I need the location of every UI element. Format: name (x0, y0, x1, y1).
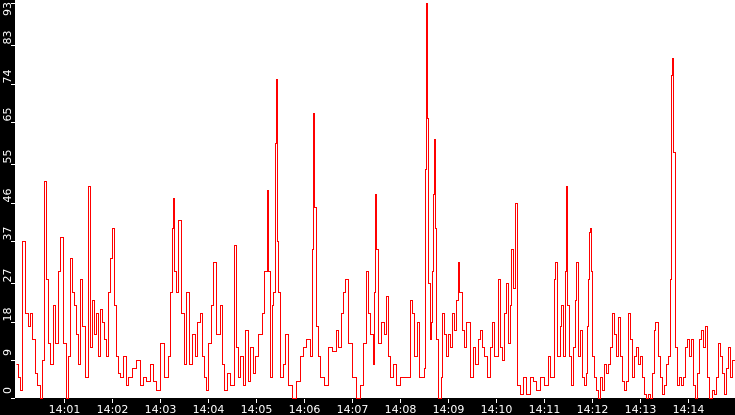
x-tick-label: 14:11 (529, 403, 561, 415)
x-tick-label: 14:08 (385, 403, 417, 415)
x-tick-label: 14:02 (97, 403, 129, 415)
x-tick-label: 14:04 (193, 403, 225, 415)
y-tick-label: 65 (1, 108, 14, 122)
x-tick-label: 14:14 (673, 403, 705, 415)
x-tick-label: 14:05 (241, 403, 273, 415)
x-tick-label: 14:01 (49, 403, 81, 415)
series-line (16, 3, 735, 399)
y-tick-label: 93 (1, 2, 14, 16)
y-tick-label: 0 (1, 387, 14, 394)
x-axis: 14:01 14:02 14:03 14:04 14:05 14:06 14:07 14:08… (15, 398, 735, 415)
y-tick-label: 46 (1, 189, 14, 203)
y-tick-label: 9 (1, 349, 14, 356)
y-tick-label: 55 (1, 150, 14, 164)
y-tick-label: 27 (1, 269, 14, 283)
x-tick-label: 14:07 (337, 403, 369, 415)
x-tick-label: 14:03 (145, 403, 177, 415)
y-tick-label: 83 (1, 31, 14, 45)
x-tick-label: 14:06 (289, 403, 321, 415)
x-tick-label: 14:12 (577, 403, 609, 415)
y-tick-label: 18 (1, 308, 14, 322)
x-tick-label: 14:09 (433, 403, 465, 415)
x-tick-label: 14:10 (481, 403, 513, 415)
y-tick-label: 37 (1, 227, 14, 241)
y-tick-label: 74 (1, 70, 14, 84)
y-axis: 0 9 18 27 37 46 55 65 74 83 93 (1, 2, 15, 399)
x-tick-label: 14:13 (625, 403, 657, 415)
